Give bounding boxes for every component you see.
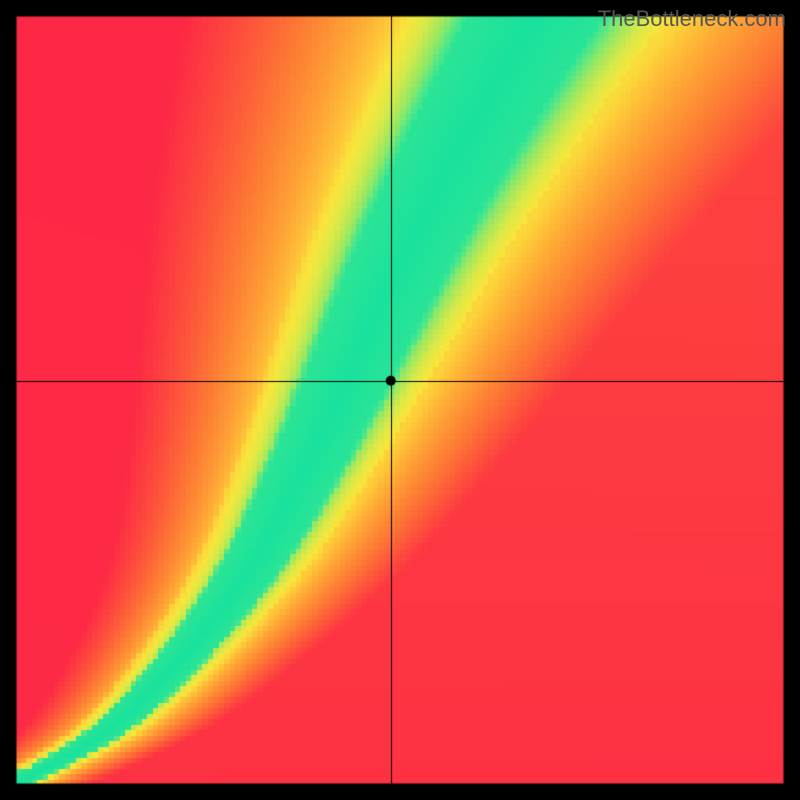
watermark-text: TheBottleneck.com xyxy=(598,6,786,32)
chart-container: TheBottleneck.com xyxy=(0,0,800,800)
bottleneck-heatmap xyxy=(0,0,800,800)
